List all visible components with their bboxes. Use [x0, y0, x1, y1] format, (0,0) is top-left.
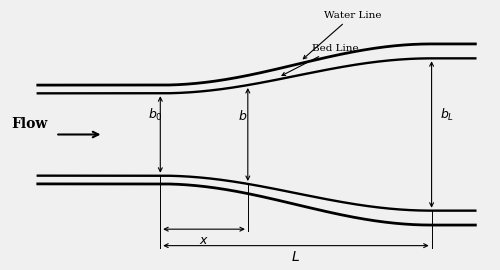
Text: Water Line: Water Line	[304, 11, 382, 59]
Text: $b$: $b$	[238, 109, 247, 123]
Text: $b_0$: $b_0$	[148, 107, 162, 123]
Text: $L$: $L$	[292, 250, 300, 264]
Text: Flow: Flow	[12, 117, 48, 131]
Text: Bed Line: Bed Line	[282, 43, 358, 76]
Text: $b_L$: $b_L$	[440, 107, 454, 123]
Text: $x$: $x$	[199, 234, 209, 247]
